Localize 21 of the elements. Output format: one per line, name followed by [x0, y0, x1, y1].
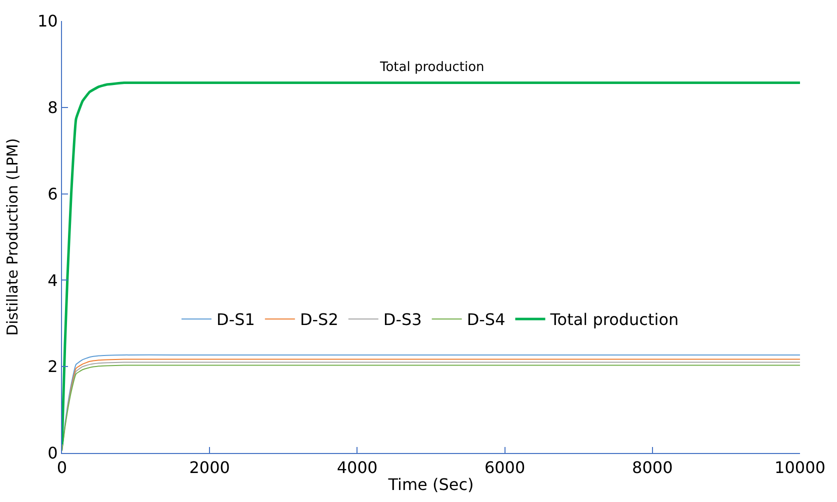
x-tick-label: 2000	[189, 458, 230, 478]
annotation: Total production	[379, 60, 484, 75]
y-tick-label: 6	[48, 184, 58, 204]
x-tick-label: 10000	[774, 458, 826, 478]
x-axis-title: Time (Sec)	[387, 474, 474, 494]
y-tick-label: 10	[37, 12, 58, 31]
y-tick-label: 8	[48, 98, 58, 117]
legend-label: D-S3	[383, 310, 422, 330]
x-tick-label: 6000	[484, 458, 526, 478]
y-tick-label: 4	[48, 270, 58, 290]
y-tick-label: 0	[48, 444, 58, 463]
line-series	[62, 81, 800, 446]
legend-label: D-S4	[466, 310, 506, 330]
x-tick-label: 8000	[632, 458, 673, 478]
x-tick-label: 4000	[336, 458, 378, 478]
legend-label: D-S2	[300, 310, 338, 330]
line-series	[66, 358, 800, 409]
legend-label: Total production	[549, 310, 679, 330]
y-tick-label: 2	[48, 357, 58, 376]
legend-label: D-S1	[216, 310, 255, 330]
y-axis-title: Distillate Production (LPM)	[4, 138, 22, 336]
